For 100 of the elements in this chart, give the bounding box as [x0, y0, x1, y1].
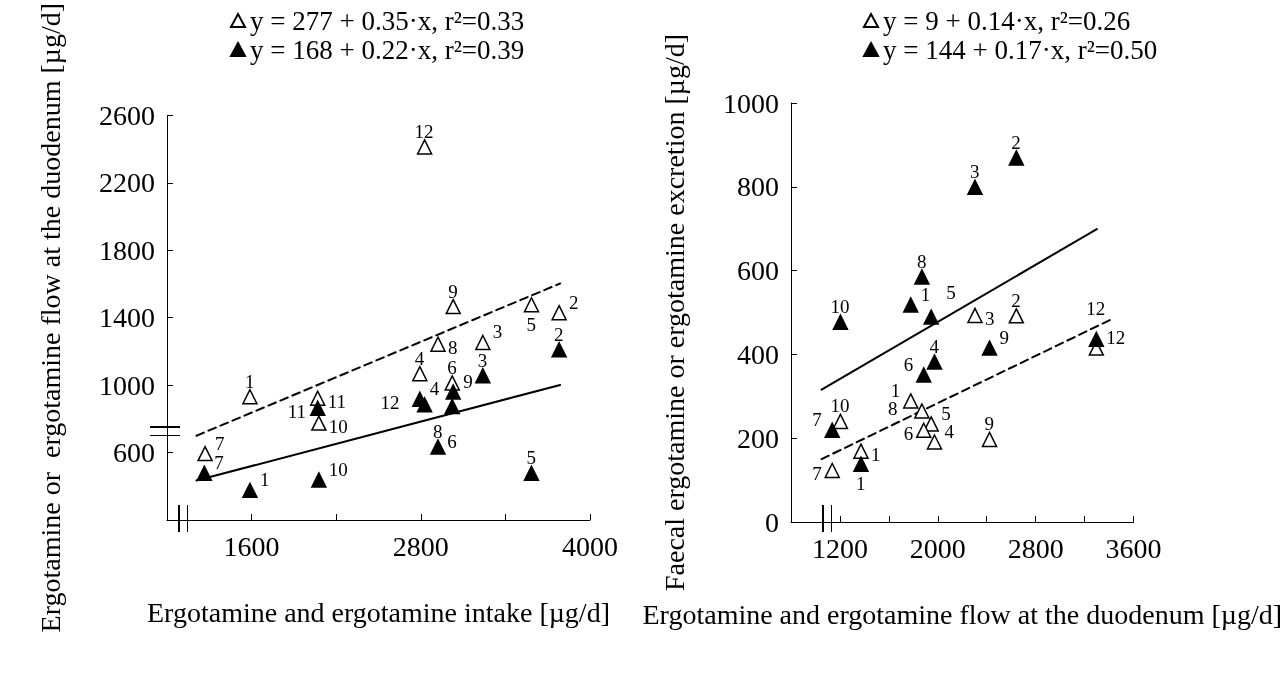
x-axis-title: Ergotamine and ergotamine flow at the duodenum [µg/d] [642, 598, 1283, 630]
annotation: 3 [477, 349, 488, 371]
point [311, 415, 327, 431]
point [197, 445, 213, 462]
annotation: 7 [812, 463, 822, 485]
annotation: 4 [429, 378, 440, 400]
point [981, 431, 998, 448]
y-tick-label: 2600 [99, 99, 155, 131]
point [914, 269, 930, 285]
annotation: 9 [999, 327, 1010, 349]
annotation: 7 [214, 452, 224, 474]
annotation: 1 [920, 283, 931, 305]
annotation: 8 [433, 421, 443, 442]
point [853, 443, 869, 459]
annotation: 3 [984, 308, 995, 330]
annotation: 1 [244, 370, 255, 392]
annotation: 9 [448, 280, 458, 302]
point [926, 354, 943, 370]
point [430, 336, 446, 352]
point [824, 422, 840, 438]
y-axis-title: Faecal ergotamine or ergotamine excretion [µg/d] [658, 34, 690, 591]
annotation: 10 [830, 296, 850, 318]
y-tick-label: 1400 [99, 302, 155, 334]
y-tick-label: 1000 [723, 87, 779, 119]
annotation: 11 [287, 401, 307, 423]
point [832, 413, 849, 430]
point [242, 389, 258, 405]
point [551, 304, 567, 321]
point [981, 340, 998, 356]
x-tick-label: 2000 [909, 532, 966, 564]
point [903, 393, 919, 409]
point [915, 367, 932, 383]
annotation: 5 [946, 282, 956, 304]
annotation: 10 [328, 416, 348, 438]
annotation: 7 [215, 432, 225, 454]
point [445, 298, 461, 315]
annotation: 12 [1106, 327, 1126, 349]
y-axis-title: Ergotamine or ergotamine flow at the duodenum [µg/d] [34, 3, 66, 633]
y-tick-label: 800 [737, 171, 779, 203]
x-tick-label: 1200 [811, 532, 868, 564]
point [832, 314, 849, 330]
y-tick-label: 1800 [99, 234, 155, 266]
point [1008, 308, 1025, 324]
annotation: 11 [327, 391, 347, 413]
point [1008, 150, 1025, 166]
point [416, 139, 433, 155]
point [967, 179, 983, 195]
point [915, 422, 932, 438]
annotation: 7 [812, 409, 822, 431]
annotation: 12 [414, 120, 434, 142]
point [1088, 331, 1105, 348]
point [311, 472, 327, 488]
point [914, 403, 930, 419]
x-tick-label: 4000 [562, 530, 618, 562]
annotation: 5 [526, 313, 536, 335]
point [475, 334, 491, 351]
point [903, 297, 919, 313]
annotation: 10 [830, 395, 850, 417]
x-tick-label: 2800 [1007, 532, 1064, 564]
annotation: 5 [526, 447, 536, 469]
point [926, 434, 943, 450]
y-tick-label: 0 [765, 506, 779, 538]
annotation: 2 [554, 323, 564, 345]
y-tick-label: 1000 [99, 369, 155, 401]
annotation: 2 [1011, 131, 1021, 153]
point [824, 462, 840, 479]
annotation: 9 [984, 413, 995, 435]
point [444, 398, 460, 415]
point [309, 400, 326, 416]
annotation: 2 [1011, 289, 1021, 311]
point [242, 482, 258, 499]
legend-label: y = 277 + 0.35·x, r²=0.33 [250, 5, 525, 36]
point [551, 341, 567, 358]
annotation: 6 [903, 423, 914, 445]
point [416, 397, 433, 413]
point [523, 465, 540, 482]
y-tick-label: 600 [113, 437, 155, 469]
x-axis-title: Ergotamine and ergotamine intake [µg/d] [147, 596, 610, 628]
annotation: 2 [569, 291, 579, 313]
y-tick-label: 600 [737, 255, 779, 287]
point [430, 439, 446, 455]
annotation: 6 [903, 353, 914, 375]
x-tick-label: 3600 [1105, 532, 1162, 564]
annotation: 6 [447, 356, 457, 378]
annotation: 4 [929, 335, 940, 357]
x-tick-label: 2800 [392, 530, 449, 562]
annotation: 4 [414, 347, 425, 369]
annotation: 3 [492, 321, 503, 343]
annotation: 8 [916, 250, 927, 272]
point [412, 365, 428, 382]
y-tick-label: 200 [737, 422, 779, 454]
point [853, 456, 869, 472]
annotation: 1 [870, 444, 881, 466]
point [475, 367, 491, 384]
y-tick-label: 2200 [99, 167, 155, 199]
legend-label: y = 9 + 0.14·x, r²=0.26 [883, 5, 1131, 36]
x-tick-label: 1600 [223, 530, 280, 562]
annotation: 10 [328, 458, 348, 480]
point [196, 465, 213, 482]
annotation: 9 [463, 371, 473, 393]
